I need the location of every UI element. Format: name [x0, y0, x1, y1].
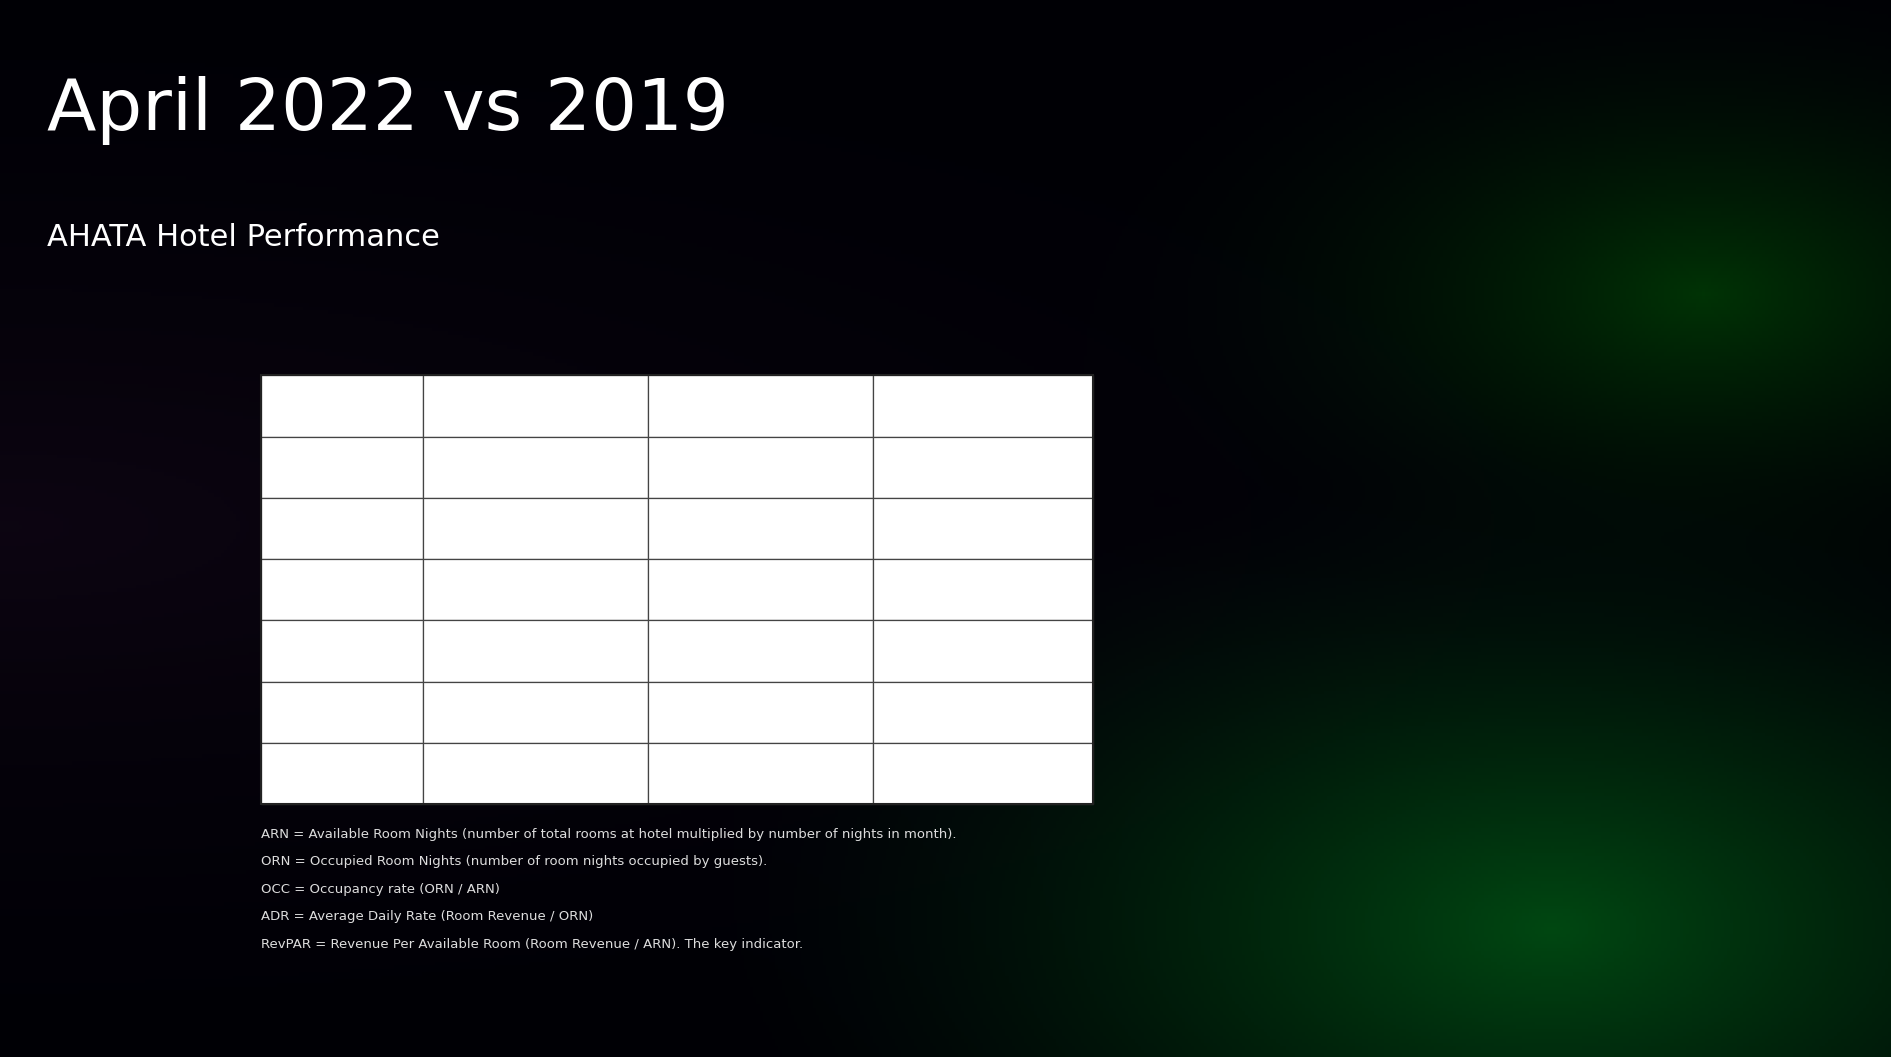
Text: 9.1%: 9.1% [1032, 764, 1080, 783]
Text: ARN = Available Room Nights (number of total rooms at hotel multiplied by number: ARN = Available Room Nights (number of t… [261, 828, 957, 840]
Text: 125,003: 125,003 [558, 580, 635, 599]
Text: Rooms: Rooms [274, 458, 337, 477]
Text: 12.2%: 12.2% [1021, 703, 1080, 722]
Text: ORN = Occupied Room Nights (number of room nights occupied by guests).: ORN = Occupied Room Nights (number of ro… [261, 855, 768, 868]
Text: 3.2%: 3.2% [1032, 580, 1080, 599]
Text: 146,595: 146,595 [781, 519, 859, 538]
Text: 4,888: 4,888 [806, 458, 859, 477]
Text: 6.1%: 6.1% [1032, 519, 1080, 538]
Text: RevPAR = Revenue Per Available Room (Room Revenue / ARN). The key indicator.: RevPAR = Revenue Per Available Room (Roo… [261, 938, 804, 950]
Text: RevPAR: RevPAR [274, 764, 346, 783]
Text: -2.7%: -2.7% [1025, 642, 1080, 661]
Text: AHATA Hotel Performance: AHATA Hotel Performance [47, 223, 441, 253]
Text: OCC: OCC [274, 642, 314, 661]
Text: $259.52: $259.52 [558, 764, 635, 783]
Text: 5,214: 5,214 [581, 458, 635, 477]
Text: $323.04: $323.04 [558, 703, 635, 722]
Text: ARN: ARN [274, 519, 314, 538]
Text: ADR: ADR [274, 703, 314, 722]
Text: 155,596: 155,596 [558, 519, 635, 538]
Text: 6.7%: 6.7% [1032, 458, 1080, 477]
Text: 2022: 2022 [582, 396, 635, 415]
Text: 82.6%: 82.6% [800, 642, 859, 661]
Text: April: April [274, 396, 325, 415]
Text: OCC = Occupancy rate (ORN / ARN): OCC = Occupancy rate (ORN / ARN) [261, 883, 499, 895]
Text: 121,124: 121,124 [781, 580, 859, 599]
Text: 2019: 2019 [807, 396, 859, 415]
Text: April 2022 vs 2019: April 2022 vs 2019 [47, 76, 730, 146]
Text: $237.81: $237.81 [783, 764, 859, 783]
Text: ADR = Average Daily Rate (Room Revenue / ORN): ADR = Average Daily Rate (Room Revenue /… [261, 910, 594, 923]
Text: 80.3%: 80.3% [575, 642, 635, 661]
Text: ORN: ORN [274, 580, 316, 599]
Text: $287.82: $287.82 [783, 703, 859, 722]
Text: % change: % change [978, 396, 1080, 415]
